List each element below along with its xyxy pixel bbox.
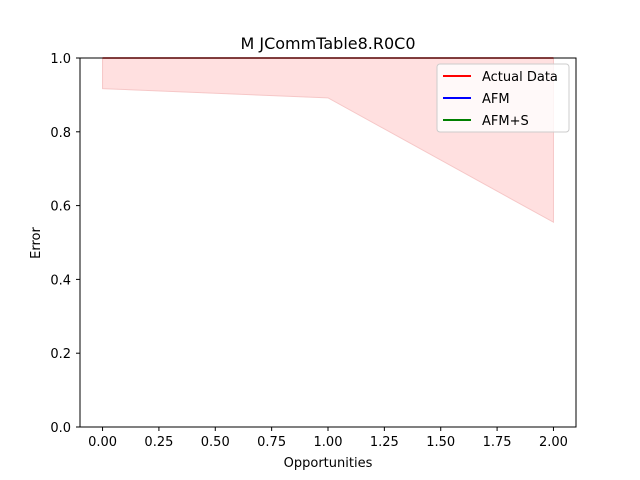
x-tick-label: 0.50 bbox=[201, 435, 230, 450]
y-tick-label: 0.0 bbox=[50, 421, 71, 436]
x-tick-label: 0.25 bbox=[144, 435, 173, 450]
x-tick-label: 1.00 bbox=[314, 435, 343, 450]
y-tick-label: 1.0 bbox=[50, 52, 71, 67]
x-tick-label: 2.00 bbox=[539, 435, 568, 450]
y-tick-label: 0.2 bbox=[50, 347, 71, 362]
legend-label-0: Actual Data bbox=[482, 70, 558, 85]
y-tick-label: 0.6 bbox=[50, 200, 71, 215]
legend-box bbox=[436, 63, 570, 133]
legend: Actual Data AFM AFM+S bbox=[436, 63, 570, 133]
y-tick-label: 0.8 bbox=[50, 126, 71, 141]
legend-label-1: AFM bbox=[482, 92, 510, 107]
x-axis-label: Opportunities bbox=[284, 456, 373, 471]
x-tick-label: 0.00 bbox=[88, 435, 117, 450]
x-tick-label: 0.75 bbox=[257, 435, 286, 450]
y-tick-label: 0.4 bbox=[50, 273, 71, 288]
legend-label-2: AFM+S bbox=[482, 114, 529, 129]
y-axis-label: Error bbox=[29, 227, 44, 259]
axes: 0.00 0.25 0.50 0.75 1.00 1.25 1.50 1.75 2.00 0.0 0… bbox=[50, 52, 577, 450]
x-tick-label: 1.50 bbox=[426, 435, 455, 450]
chart-title: M JCommTable8.R0C0 bbox=[240, 34, 415, 53]
x-tick-label: 1.75 bbox=[483, 435, 512, 450]
x-tick-label: 1.25 bbox=[370, 435, 399, 450]
